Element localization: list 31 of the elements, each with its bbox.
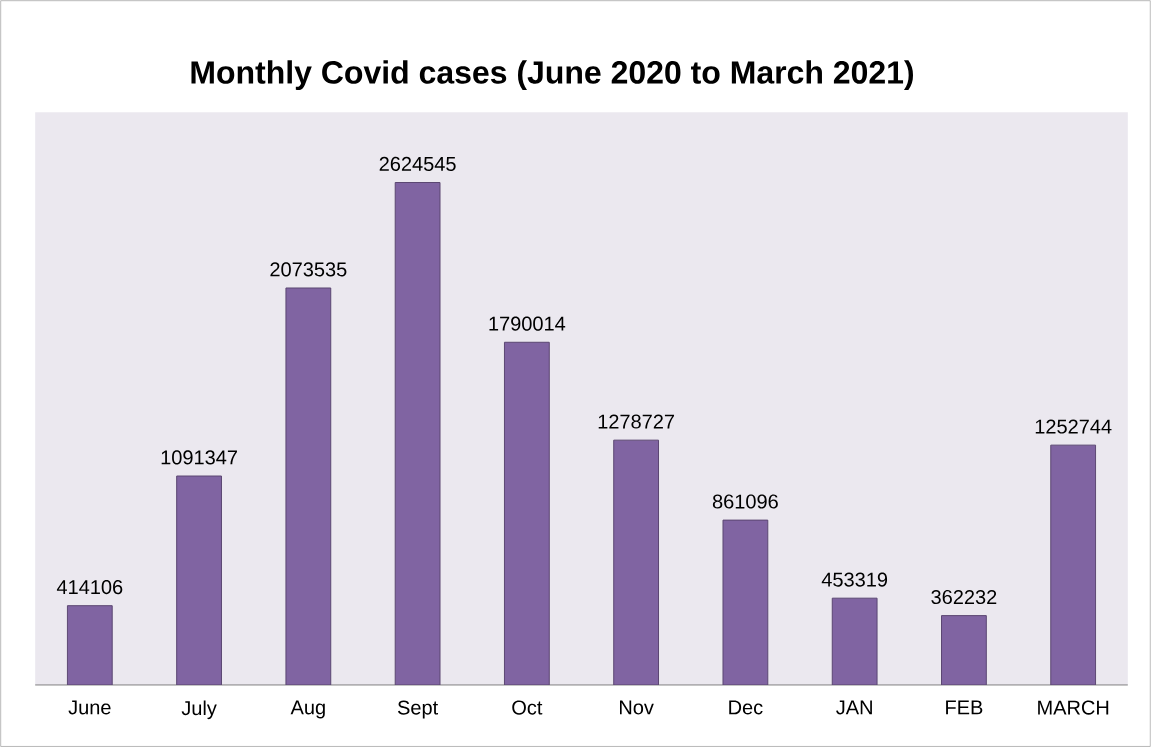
data-label: 1790014 xyxy=(489,316,566,331)
bar xyxy=(285,287,332,685)
x-tick-label: Aug xyxy=(290,700,325,719)
x-tick-label: Oct xyxy=(512,700,543,715)
bar xyxy=(503,341,550,685)
data-label: 414106 xyxy=(56,579,123,595)
x-tick-label: JAN xyxy=(836,700,872,715)
bar xyxy=(66,605,113,685)
data-label: 1252744 xyxy=(1035,419,1112,434)
bar xyxy=(613,439,660,685)
x-tick-label: Dec xyxy=(729,700,763,715)
data-label: 1278727 xyxy=(598,414,675,429)
data-label: 362232 xyxy=(931,589,997,605)
bar xyxy=(394,181,441,685)
data-label: 1091347 xyxy=(161,450,237,465)
x-tick-label: June xyxy=(68,700,111,715)
x-tick-label: July xyxy=(181,700,217,720)
x-tick-label: Nov xyxy=(620,700,654,715)
x-tick-label: Sept xyxy=(397,700,439,719)
data-label: 861096 xyxy=(712,494,778,509)
x-tick-label: MARCH xyxy=(1038,700,1109,715)
data-label: 2624545 xyxy=(379,156,456,171)
bar xyxy=(831,597,878,685)
data-label: 2073535 xyxy=(270,262,347,277)
chart-title: Monthly Covid cases (June 2020 to March 2021) xyxy=(191,60,914,91)
bar xyxy=(1050,444,1097,685)
bar xyxy=(722,519,769,685)
data-label: 453319 xyxy=(821,572,888,587)
bar xyxy=(941,615,987,685)
bar xyxy=(176,475,222,685)
x-tick-label: FEB xyxy=(946,700,983,715)
